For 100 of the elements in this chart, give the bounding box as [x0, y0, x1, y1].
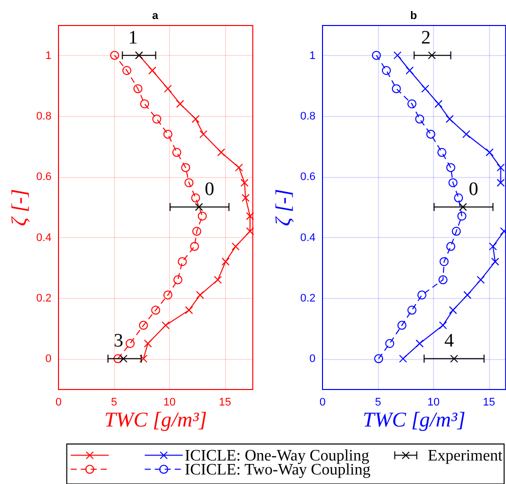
point: [119, 354, 128, 363]
point: [382, 66, 391, 75]
point: [126, 339, 135, 348]
legend-label: Experiment: [428, 447, 503, 464]
x-axis-title: TWC [g/m³]: [362, 408, 466, 432]
point: [415, 114, 424, 124]
point: [122, 66, 132, 75]
x-tick-label: 10: [163, 396, 176, 408]
point: [438, 275, 448, 284]
point: [138, 320, 148, 330]
point: [191, 193, 200, 202]
y-axis-title: ζ [-]: [271, 188, 296, 226]
point: [496, 164, 505, 172]
point: [246, 227, 254, 236]
point: [476, 276, 485, 284]
point: [434, 100, 443, 108]
point: [192, 115, 200, 124]
annotation: 1: [128, 27, 138, 48]
point: [397, 320, 406, 330]
point: [190, 242, 200, 251]
y-axis-title: ζ [-]: [7, 188, 32, 226]
y-tick-label: 0: [45, 353, 52, 366]
chart-title: b: [410, 10, 418, 22]
point: [184, 306, 193, 314]
x-tick-label: 5: [110, 396, 118, 408]
point: [196, 290, 204, 299]
y-tick-label: 0.8: [300, 110, 316, 122]
point: [406, 66, 414, 74]
point: [214, 276, 222, 284]
y-tick-label: 0.6: [36, 171, 52, 184]
annotation: 4: [444, 330, 454, 352]
point: [172, 148, 182, 157]
annotation: 0: [204, 179, 214, 200]
annotation: 3: [114, 330, 124, 352]
point: [240, 178, 248, 187]
point: [488, 242, 497, 250]
point: [393, 51, 402, 60]
point: [426, 130, 436, 139]
point: [178, 257, 187, 266]
point: [181, 163, 190, 172]
point: [458, 203, 467, 211]
point: [140, 99, 150, 108]
y-tick-label: 1: [45, 50, 52, 62]
y-tick-label: 0.2: [36, 292, 52, 304]
chart-title: a: [152, 10, 160, 22]
y-tick-label: 0.4: [300, 232, 316, 244]
point: [372, 50, 381, 60]
point: [407, 306, 416, 315]
point: [491, 258, 500, 266]
point: [222, 258, 230, 266]
point: [438, 321, 447, 330]
point: [448, 306, 457, 314]
point: [173, 275, 182, 284]
point: [462, 130, 470, 138]
point: [176, 100, 184, 108]
point: [446, 115, 454, 124]
point: [163, 130, 172, 139]
y-tick-label: 0.2: [300, 292, 316, 304]
legend-label: ICICLE: One-Way Coupling: [184, 447, 370, 464]
point: [454, 193, 464, 202]
point: [152, 114, 162, 124]
point: [198, 212, 207, 221]
point: [133, 84, 142, 94]
point: [440, 257, 449, 266]
point: [450, 354, 458, 363]
point: [486, 148, 494, 156]
point: [184, 178, 194, 188]
x-tick-label: 5: [374, 396, 382, 408]
y-tick-label: 1: [309, 50, 316, 62]
point: [399, 354, 408, 363]
point: [421, 84, 430, 93]
x-tick-label: 0: [319, 396, 326, 408]
y-tick-label: 0.8: [36, 110, 52, 122]
point: [192, 226, 202, 236]
y-tick-label: 0: [309, 353, 316, 366]
point: [148, 66, 156, 74]
point: [446, 163, 456, 172]
x-tick-label: 15: [218, 396, 232, 408]
point: [139, 354, 148, 363]
point: [448, 178, 458, 188]
point: [217, 148, 226, 156]
point: [374, 354, 384, 364]
x-axis-title: TWC [g/m³]: [104, 408, 207, 432]
point: [457, 212, 466, 221]
point: [246, 212, 254, 220]
point: [428, 51, 436, 60]
point: [199, 130, 208, 138]
point: [144, 340, 152, 348]
point: [446, 242, 456, 251]
point: [392, 84, 401, 94]
point: [163, 290, 172, 300]
point: [151, 306, 160, 315]
point: [437, 148, 446, 157]
point: [164, 84, 172, 93]
point: [407, 99, 416, 108]
point: [110, 50, 120, 60]
point: [242, 194, 250, 202]
point: [232, 242, 240, 250]
point: [417, 290, 426, 300]
point: [463, 290, 472, 299]
